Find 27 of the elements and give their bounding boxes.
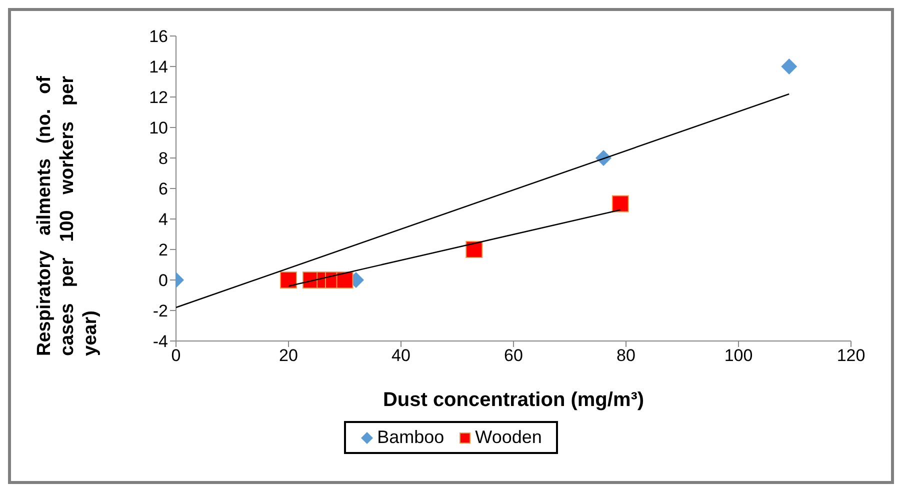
y-tick-label: 10 [149,118,168,138]
x-tick-label: 20 [279,346,298,366]
y-tick-label: -2 [152,302,168,321]
y-tick-label: 12 [149,88,168,108]
y-tick-label: 8 [158,149,168,168]
point [336,272,354,288]
point [466,241,483,258]
y-tick-label: 0 [158,271,168,290]
y-tick-label: 16 [149,27,168,46]
x-tick-label: 120 [836,346,866,366]
y-axis-title: Respiratory ailments (no. of cases per 100 workers per year) [33,76,102,356]
point [781,58,798,74]
x-tick-label: 40 [392,346,410,366]
legend-label: Wooden [474,427,542,448]
y-tick-label: -4 [152,332,168,352]
y-tick-label: 6 [158,180,168,199]
y-tick-label: 14 [149,58,168,77]
x-tick-label: 60 [504,346,523,366]
x-tick-label: 80 [616,346,636,366]
point [612,195,629,212]
point [280,272,297,288]
x-tick-label: 0 [171,346,181,366]
y-tick-label: 2 [158,240,168,260]
x-axis-title: Dust concentration (mg/m³) [382,389,644,411]
legend-label: Bamboo [376,427,444,448]
y-tick-label: 4 [158,210,168,230]
x-tick-label: 100 [724,346,753,366]
